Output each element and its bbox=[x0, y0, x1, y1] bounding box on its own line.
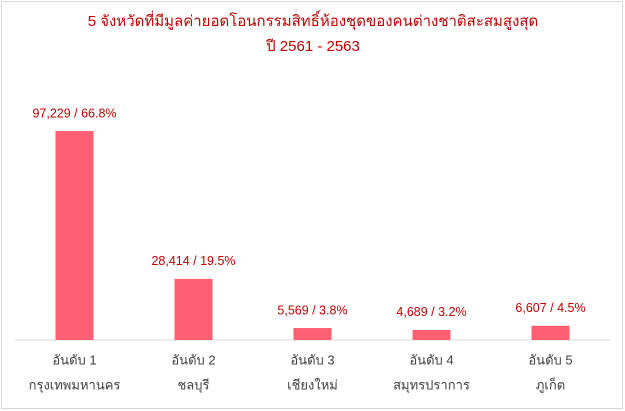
x-tick-label: ภูเก็ต bbox=[536, 375, 565, 393]
bar bbox=[531, 325, 570, 340]
x-tick-label: อันดับ 4 bbox=[409, 352, 453, 367]
x-tick-label: เชียงใหม่ bbox=[287, 377, 338, 392]
value-label: 28,414 / 19.5% bbox=[151, 254, 235, 268]
x-tick-label: อันดับ 1 bbox=[52, 352, 96, 367]
chart-title: 5 จังหวัดที่มีมูลค่ายอดโอนกรรมสิทธิ์ห้อง… bbox=[88, 10, 539, 31]
x-tick-label: อันดับ 5 bbox=[528, 352, 572, 367]
bar bbox=[55, 131, 94, 340]
x-tick-label: อันดับ 2 bbox=[171, 352, 215, 367]
bar bbox=[412, 329, 451, 340]
value-label: 5,569 / 3.8% bbox=[277, 303, 347, 317]
x-tick-label: สมุทรปราการ bbox=[393, 377, 470, 393]
bar bbox=[174, 278, 213, 340]
x-tick-label: กรุงเทพมหานคร bbox=[29, 377, 121, 393]
chart-subtitle: ปี 2561 - 2563 bbox=[265, 38, 360, 55]
x-tick-label: อันดับ 3 bbox=[290, 352, 334, 367]
value-label: 4,689 / 3.2% bbox=[396, 305, 466, 319]
value-label: 97,229 / 66.8% bbox=[32, 106, 116, 120]
value-label: 6,607 / 4.5% bbox=[515, 301, 585, 315]
bar bbox=[293, 328, 332, 340]
x-tick-label: ชลบุรี bbox=[177, 377, 209, 393]
